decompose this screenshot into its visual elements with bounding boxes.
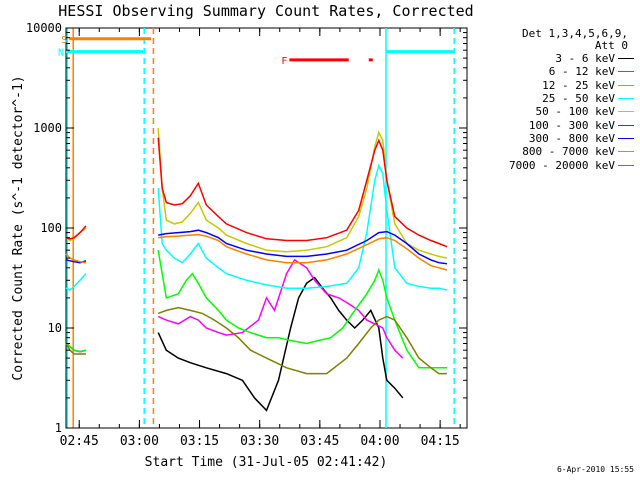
legend-swatch — [618, 98, 634, 100]
x-tick-label: 04:15 — [421, 434, 460, 449]
legend-entry: 12 - 25 keV — [474, 79, 634, 92]
series-line — [65, 253, 87, 264]
legend-entry: 6 - 12 keV — [474, 65, 634, 78]
series-line — [157, 163, 448, 291]
legend-label: 100 - 300 keV — [528, 118, 615, 132]
y-tick-label: 1 — [55, 421, 62, 435]
series-line — [157, 127, 448, 259]
date-stamp: 6-Apr-2010 15:55 — [556, 465, 634, 474]
y-tick-label: 10 — [48, 321, 62, 335]
legend-header: Det 1,3,4,5,6,9, Att 0 — [522, 28, 628, 52]
legend: 3 - 6 keV 6 - 12 keV 12 - 25 keV 25 - 50 ke… — [474, 52, 634, 172]
series-lines — [65, 127, 448, 412]
x-tick-label: 04:00 — [360, 434, 399, 449]
series-line — [65, 225, 87, 240]
series-line — [158, 229, 447, 265]
top-bar-label: N — [58, 48, 64, 59]
x-axis-label: Start Time (31-Jul-05 02:41:42) — [145, 455, 388, 470]
legend-header-line2: Att 0 — [594, 39, 628, 52]
legend-swatch — [618, 164, 634, 166]
legend-label: 7000 - 20000 keV — [509, 158, 615, 172]
series-line — [65, 273, 87, 291]
legend-entry: 100 - 300 keV — [474, 118, 634, 132]
y-axis-label: Corrected Count Rate (s^-1 detector^-1) — [11, 75, 26, 380]
legend-label: 3 - 6 keV — [555, 52, 615, 66]
series-line — [157, 137, 448, 248]
legend-entry: 3 - 6 keV — [474, 52, 634, 65]
series-line — [65, 343, 86, 355]
series-line — [157, 250, 447, 369]
x-tick-label: 02:45 — [60, 434, 99, 449]
legend-label: 800 - 7000 keV — [522, 145, 615, 159]
y-tick-label: 100 — [40, 221, 62, 235]
top-bar-label: S — [61, 35, 67, 46]
legend-label: 6 - 12 keV — [548, 65, 615, 79]
legend-entry: 7000 - 20000 keV — [474, 158, 634, 172]
legend-label: 25 - 50 keV — [542, 92, 615, 106]
legend-swatch — [618, 58, 634, 60]
series-line — [157, 258, 404, 359]
legend-entry: 50 - 100 keV — [474, 105, 634, 118]
y-tick-label: 1000 — [33, 121, 62, 135]
series-line — [157, 276, 404, 412]
legend-swatch — [618, 84, 634, 86]
legend-label: 12 - 25 keV — [542, 78, 615, 92]
top-bar-label: F — [281, 56, 287, 67]
legend-swatch — [618, 124, 634, 126]
x-axis: 02:45 03:00 03:15 03:30 03:45 04:00 04:15 — [60, 28, 461, 449]
vertical-markers — [66, 28, 455, 428]
series-line — [158, 233, 448, 271]
legend-swatch — [618, 151, 634, 153]
legend-header-line1: Det 1,3,4,5,6,9, — [522, 27, 628, 40]
series-line — [157, 306, 447, 375]
legend-entry: 25 - 50 keV — [474, 92, 634, 105]
x-tick-label: 03:15 — [180, 434, 219, 449]
chart-title: HESSI Observing Summary Count Rates, Cor… — [58, 2, 473, 20]
y-tick-label: 10000 — [26, 21, 62, 35]
series-line — [65, 342, 87, 353]
legend-entry: 800 - 7000 keV — [474, 145, 634, 158]
legend-swatch — [618, 71, 634, 73]
x-tick-label: 03:30 — [240, 434, 279, 449]
legend-entry: 300 - 800 keV — [474, 132, 634, 145]
x-tick-label: 03:45 — [300, 434, 339, 449]
legend-swatch — [618, 111, 634, 113]
legend-swatch — [618, 137, 634, 139]
top-bars: SN F — [58, 35, 455, 67]
legend-label: 300 - 800 keV — [528, 131, 615, 145]
y-axis: 1 10 100 1000 10000 — [26, 21, 467, 435]
legend-label: 50 - 100 keV — [535, 105, 615, 119]
x-tick-label: 03:00 — [120, 434, 159, 449]
